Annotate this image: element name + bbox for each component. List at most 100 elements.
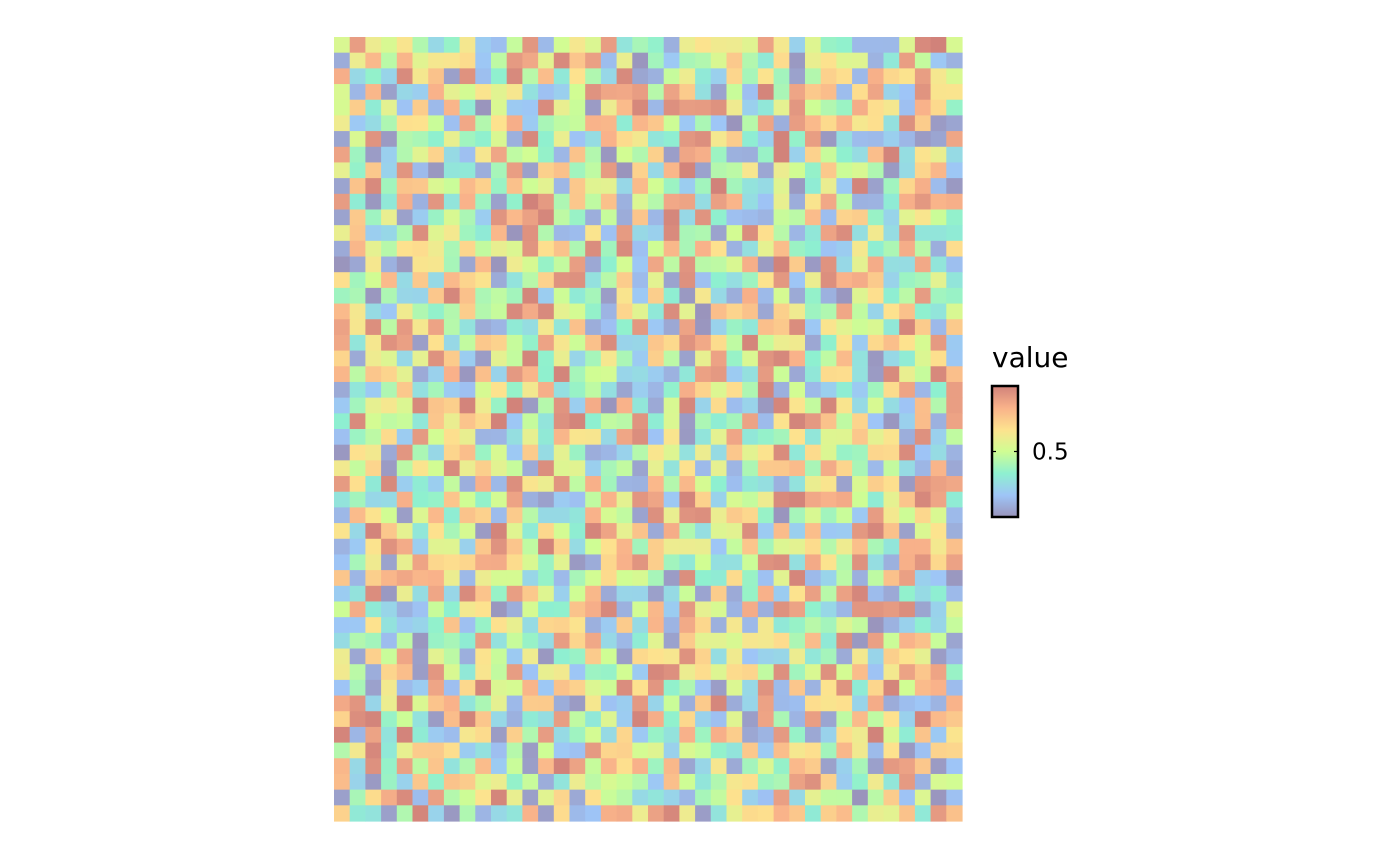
heatmap-cell <box>899 726 916 744</box>
heatmap-cell <box>506 178 523 195</box>
heatmap-cell <box>428 37 445 54</box>
heatmap-cell <box>789 178 806 195</box>
heatmap-cell <box>632 758 649 775</box>
heatmap-cell <box>820 319 837 336</box>
heatmap-cell <box>930 570 947 587</box>
heatmap-cell <box>899 131 916 148</box>
heatmap-cell <box>757 146 775 164</box>
heatmap-cell <box>459 601 476 618</box>
heatmap-cell <box>428 570 445 587</box>
heatmap-cell <box>867 131 885 148</box>
heatmap-cell <box>522 789 539 806</box>
heatmap-cell <box>648 617 665 634</box>
heatmap-cell <box>946 287 963 305</box>
heatmap-cell <box>506 287 523 305</box>
heatmap-cell <box>789 99 806 116</box>
heatmap-cell <box>836 272 853 289</box>
heatmap-cell <box>946 193 963 211</box>
heatmap-cell <box>381 617 398 634</box>
heatmap-cell <box>789 789 806 806</box>
heatmap-cell <box>648 99 665 116</box>
heatmap-cell <box>852 758 869 775</box>
heatmap-cell <box>773 773 790 791</box>
heatmap-cell <box>773 115 790 132</box>
heatmap-cell <box>443 507 461 524</box>
heatmap-cell <box>443 68 461 85</box>
heatmap-cell <box>553 601 571 618</box>
heatmap-cell <box>852 491 869 508</box>
heatmap-cell <box>883 37 900 54</box>
heatmap-cell <box>538 146 555 164</box>
heatmap-cell <box>585 115 602 132</box>
heatmap-cell <box>616 272 633 289</box>
heatmap-cell <box>475 413 492 430</box>
heatmap-cell <box>867 507 885 524</box>
heatmap-cell <box>946 209 963 226</box>
heatmap-cell <box>648 350 665 367</box>
heatmap-cell <box>820 491 837 508</box>
heatmap-cell <box>553 381 571 399</box>
heatmap-cell <box>648 476 665 493</box>
heatmap-cell <box>616 84 633 101</box>
heatmap-cell <box>585 789 602 806</box>
heatmap-cell <box>522 256 539 273</box>
heatmap-cell <box>805 68 822 85</box>
heatmap-cell <box>805 413 822 430</box>
heatmap-cell <box>695 554 712 571</box>
heatmap-cell <box>773 366 790 383</box>
heatmap-cell <box>616 178 633 195</box>
heatmap-cell <box>946 444 963 461</box>
heatmap-cell <box>852 789 869 806</box>
heatmap-cell <box>569 554 586 571</box>
heatmap-cell <box>569 319 586 336</box>
heatmap-cell <box>726 287 743 305</box>
heatmap-cell <box>600 601 618 618</box>
heatmap-cell <box>585 287 602 305</box>
heatmap-cell <box>381 491 398 508</box>
heatmap-cell <box>789 256 806 273</box>
heatmap-cell <box>679 695 696 712</box>
heatmap-cell <box>914 350 932 367</box>
heatmap-cell <box>805 287 822 305</box>
heatmap-cell <box>506 648 523 665</box>
heatmap-cell <box>867 758 885 775</box>
heatmap-cell <box>506 679 523 697</box>
heatmap-cell <box>695 507 712 524</box>
heatmap-cell <box>459 648 476 665</box>
heatmap-cell <box>522 319 539 336</box>
heatmap-cell <box>334 256 351 273</box>
heatmap-cell <box>365 240 382 258</box>
heatmap-cell <box>930 131 947 148</box>
heatmap-cell <box>663 570 680 587</box>
heatmap-cell <box>867 429 885 446</box>
heatmap-cell <box>899 429 916 446</box>
heatmap-cell <box>773 397 790 414</box>
heatmap-cell <box>648 287 665 305</box>
heatmap-cell <box>475 350 492 367</box>
heatmap-cell <box>506 303 523 320</box>
heatmap-cell <box>522 648 539 665</box>
heatmap-cell <box>946 758 963 775</box>
heatmap-cell <box>757 664 775 681</box>
heatmap-cell <box>663 538 680 556</box>
heatmap-cell <box>412 523 429 540</box>
heatmap-cell <box>757 585 775 603</box>
heatmap-cell <box>914 366 932 383</box>
heatmap-cell <box>726 131 743 148</box>
heatmap-cell <box>569 115 586 132</box>
heatmap-cell <box>396 429 414 446</box>
heatmap-cell <box>836 726 853 744</box>
heatmap-cell <box>506 726 523 744</box>
heatmap-cell <box>757 68 775 85</box>
heatmap-cell <box>663 162 680 179</box>
heatmap-cell <box>365 115 382 132</box>
heatmap-cell <box>365 178 382 195</box>
heatmap-cell <box>616 789 633 806</box>
heatmap-cell <box>396 162 414 179</box>
heatmap-cell <box>710 617 728 634</box>
heatmap-cell <box>569 507 586 524</box>
heatmap-cell <box>867 397 885 414</box>
heatmap-cell <box>443 240 461 258</box>
heatmap-cell <box>334 554 351 571</box>
heatmap-cell <box>459 287 476 305</box>
